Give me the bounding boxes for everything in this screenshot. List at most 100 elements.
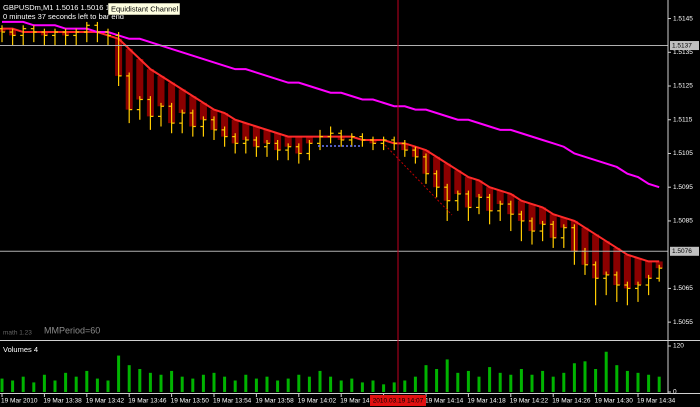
- x-tick-label: 19 Mar 14:22: [510, 398, 549, 405]
- volume-bar: [106, 380, 110, 392]
- histogram-bar: [602, 241, 610, 275]
- volume-bar: [233, 380, 237, 392]
- histogram-bar: [645, 261, 653, 279]
- histogram-bar: [539, 207, 547, 225]
- histogram-bar: [560, 217, 568, 228]
- volume-tick-label: 0: [673, 389, 677, 396]
- volume-bar: [562, 372, 566, 392]
- x-tick-label: 19 Mar 14:30: [595, 398, 634, 405]
- histogram-bar: [231, 119, 239, 144]
- chart-subtitle: 0 minutes 37 seconds left to bar end: [3, 12, 124, 21]
- x-tick-label: 19 Mar 13:54: [213, 398, 252, 405]
- volume-bar: [170, 370, 174, 392]
- y-tick-label: 1.5095: [673, 184, 693, 191]
- volume-bar: [477, 376, 481, 392]
- histogram-bar: [496, 190, 504, 205]
- x-tick-label: 19 Mar 14:14: [425, 398, 464, 405]
- chart-title: GBPUSDm,M1 1.5016 1.5016 1.501: [3, 3, 124, 12]
- volume-tick-label: 120: [673, 343, 684, 350]
- volume-bar: [339, 380, 343, 392]
- volume-bar: [307, 376, 311, 392]
- y-tick-label: 1.5055: [673, 319, 693, 326]
- x-tick-label: 19 Mar 13:42: [86, 398, 125, 405]
- volume-bar: [572, 363, 576, 392]
- volume-bar: [138, 369, 142, 392]
- trend-line: [384, 144, 453, 216]
- x-tick-label: 19 Mar 14:18: [467, 398, 506, 405]
- volume-bar: [64, 372, 68, 392]
- volume-bar: [32, 382, 36, 392]
- volume-bar: [148, 372, 152, 392]
- volume-bar: [604, 351, 608, 392]
- volume-bar: [212, 372, 216, 392]
- histogram-bar: [199, 102, 207, 120]
- volume-bar: [530, 374, 534, 392]
- volume-bar: [657, 376, 661, 392]
- y-tick-label: 1.5145: [673, 15, 693, 22]
- volume-bar: [297, 374, 301, 392]
- histogram-bar: [592, 234, 600, 279]
- indicator-note: math 1.23: [3, 330, 32, 337]
- volume-bar: [117, 355, 121, 392]
- axis-overlay: 1.5145 1.5135 1.5125 1.5115 1.5105 1.5095 1.50…: [0, 15, 699, 406]
- volume-bar: [95, 378, 99, 392]
- volume-bar: [318, 370, 322, 392]
- volume-bar: [201, 374, 205, 392]
- x-tick-label: 19 Mar 2010: [1, 398, 38, 405]
- histogram-bar: [157, 75, 165, 107]
- histogram-bar: [178, 89, 186, 113]
- volume-bar: [445, 359, 449, 392]
- volume-bar: [371, 380, 375, 392]
- volume-bar: [392, 382, 396, 392]
- volume-bar: [53, 380, 57, 392]
- x-tick-label: 19 Mar 14:02: [298, 398, 337, 405]
- price-label: 1.5137: [672, 42, 692, 49]
- volume-bar: [615, 365, 619, 392]
- volume-bar: [519, 369, 523, 392]
- x-tick-label: 19 Mar 13:58: [255, 398, 294, 405]
- volume-bar: [435, 369, 439, 392]
- volume-bar: [329, 376, 333, 392]
- volume-bar: [541, 370, 545, 392]
- volume-bar: [127, 365, 131, 392]
- volume-bar: [360, 382, 364, 392]
- volume-bar: [625, 370, 629, 392]
- histogram-bar: [613, 247, 621, 286]
- histogram-bar: [443, 163, 451, 201]
- volume-bar: [594, 369, 598, 392]
- volume-bar: [424, 365, 428, 392]
- volume-bar: [180, 376, 184, 392]
- volume-bar: [191, 378, 195, 392]
- volume-bar: [488, 367, 492, 392]
- volume-bar: [551, 376, 555, 392]
- histogram-bar: [475, 180, 483, 198]
- y-tick-label: 1.5115: [673, 116, 693, 123]
- crosshair-label: 2010.03.19 14:07: [373, 398, 424, 405]
- histogram-bar: [284, 136, 292, 147]
- x-tick-label: 19 Mar 13:50: [171, 398, 210, 405]
- x-tick-label: 19 Mar 14:06: [340, 398, 379, 405]
- tooltip-text: Equidistant Channel: [111, 4, 178, 13]
- histogram-bar: [263, 129, 271, 144]
- volume-label: Volumes 4: [3, 345, 38, 354]
- volume-bar: [0, 378, 4, 392]
- histogram-bar: [242, 123, 250, 140]
- histogram-bar: [634, 258, 642, 286]
- price-pane: [0, 20, 668, 306]
- volume-bar: [509, 374, 513, 392]
- x-tick-label: 19 Mar 14:34: [637, 398, 676, 405]
- volume-bar: [583, 361, 587, 392]
- volume-bar: [159, 374, 163, 392]
- volume-bar: [413, 376, 417, 392]
- x-tick-label: 19 Mar 13:46: [128, 398, 167, 405]
- volume-bar: [254, 378, 258, 392]
- volume-bar: [276, 380, 280, 392]
- volume-bar: [350, 378, 354, 392]
- histogram-bar: [136, 59, 144, 100]
- price-label-box: [670, 41, 699, 51]
- volume-bar: [11, 380, 15, 392]
- x-tick-label: 19 Mar 13:38: [43, 398, 82, 405]
- volume-bar: [466, 370, 470, 392]
